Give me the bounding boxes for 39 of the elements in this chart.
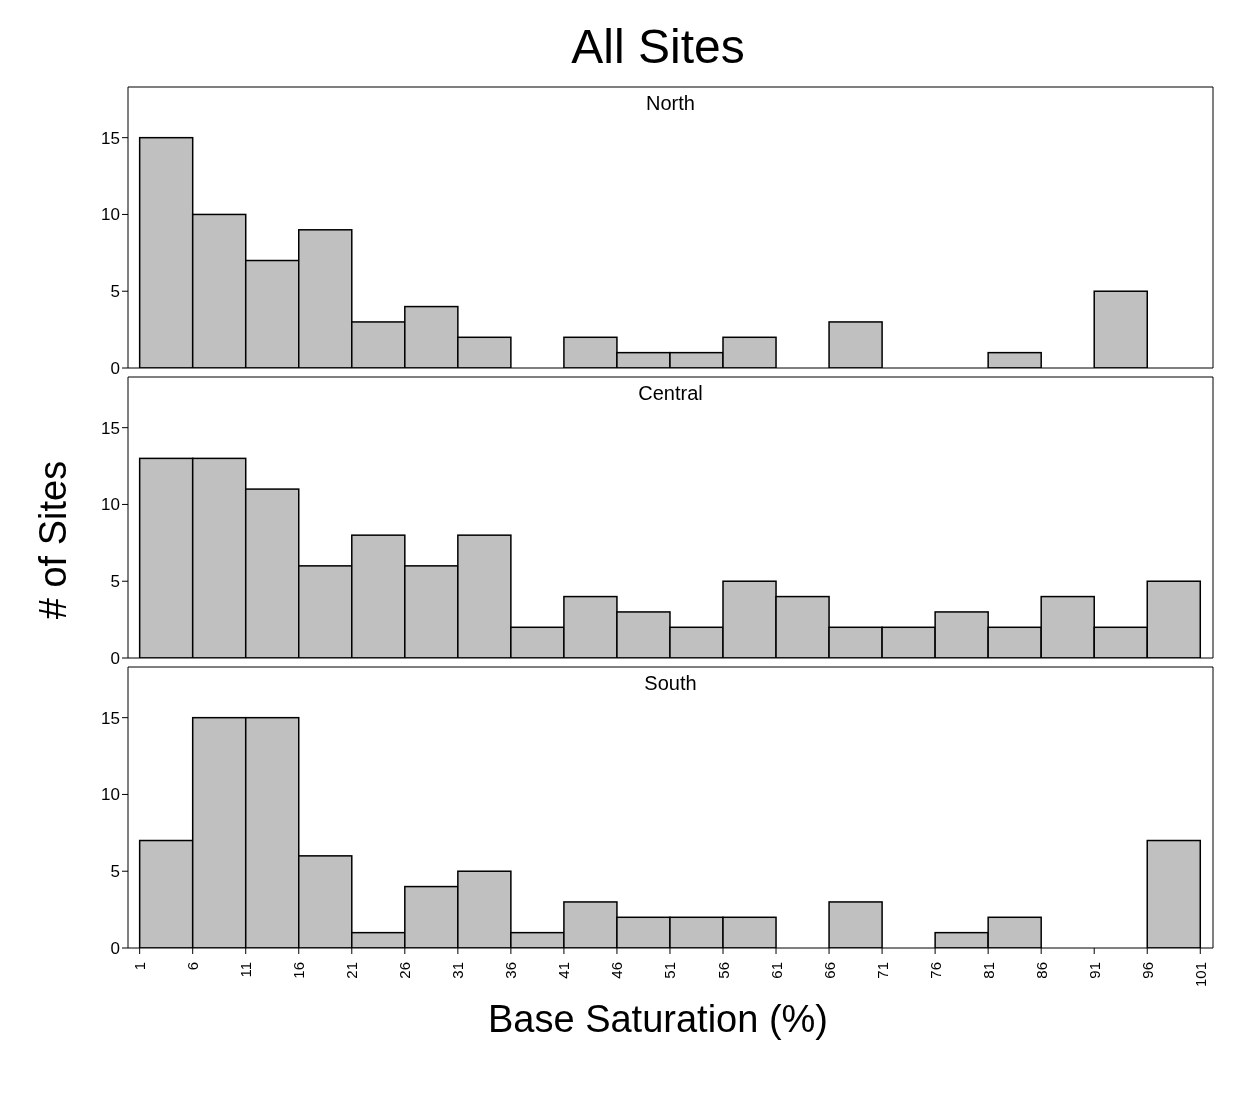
- y-tick-label: 10: [101, 785, 120, 805]
- x-tick-label: 46: [608, 962, 626, 979]
- y-tick-label: 10: [101, 495, 120, 515]
- x-tick-label: 51: [661, 962, 679, 979]
- x-tick-label: 96: [1138, 962, 1156, 979]
- x-tick-label: 6: [184, 962, 202, 971]
- x-tick-label: 71: [873, 962, 891, 979]
- y-tick-label: 15: [101, 418, 120, 438]
- y-tick-label: 10: [101, 205, 120, 225]
- y-tick-label: 5: [110, 572, 120, 592]
- x-tick-label: 21: [343, 962, 361, 979]
- x-tick-label: 91: [1085, 962, 1103, 979]
- x-tick-label: 26: [396, 962, 414, 979]
- y-axis-title: # of Sites: [31, 460, 75, 620]
- y-tick-label: 15: [101, 708, 120, 728]
- x-tick-label: 31: [449, 962, 467, 979]
- y-tick-label: 0: [110, 359, 120, 379]
- y-tick-label: 0: [110, 939, 120, 959]
- x-tick-label: 81: [979, 962, 997, 979]
- chart-subtitle: South: [643, 672, 698, 695]
- x-tick-label: 61: [767, 962, 785, 979]
- x-axis-title: Base Saturation (%): [486, 998, 829, 1041]
- x-tick-label: 11: [237, 962, 255, 978]
- x-tick-label: 101: [1191, 962, 1209, 988]
- x-tick-label: 41: [555, 962, 573, 979]
- x-tick-label: 16: [290, 962, 308, 979]
- y-tick-label: 15: [101, 128, 120, 148]
- x-tick-label: 56: [714, 962, 732, 979]
- y-tick-label: 5: [110, 862, 120, 882]
- x-tick-label: 1: [131, 962, 149, 971]
- chart-title: All Sites: [570, 19, 745, 75]
- y-tick-label: 5: [110, 282, 120, 302]
- x-tick-label: 66: [820, 962, 838, 979]
- x-tick-label: 76: [926, 962, 944, 979]
- y-tick-label: 0: [110, 649, 120, 669]
- x-tick-label: 86: [1032, 962, 1050, 979]
- chart-subtitle: North: [645, 92, 696, 115]
- x-tick-label: 36: [502, 962, 520, 979]
- chart-subtitle: Central: [637, 382, 704, 405]
